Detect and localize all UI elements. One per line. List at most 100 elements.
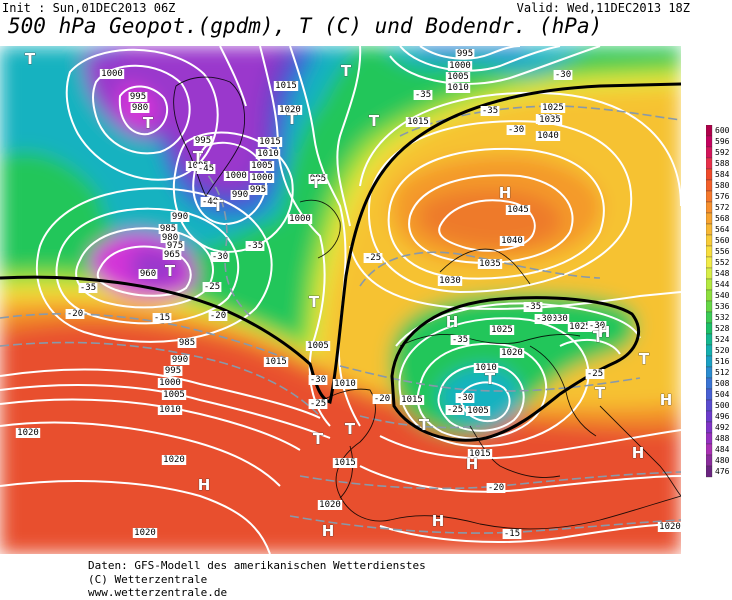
pressure-label-bg	[405, 117, 431, 127]
pressure-label-bg	[157, 405, 183, 415]
pressure-label: 1030	[439, 276, 461, 286]
temperature-label: -20	[67, 309, 83, 319]
color-scale-label: 520	[715, 346, 730, 355]
color-scale-label: 552	[715, 258, 730, 267]
pressure-label: 1005	[251, 161, 273, 171]
color-scale-swatch	[706, 234, 713, 247]
pressure-label: 1020	[659, 522, 681, 532]
color-scale-swatch	[706, 333, 713, 346]
color-scale-swatch	[706, 366, 713, 379]
footer-data-source: Daten: GFS-Modell des amerikanischen Wet…	[88, 559, 426, 572]
pressure-label-bg	[544, 314, 570, 324]
pressure-label-bg	[445, 72, 471, 82]
color-scale-label: 484	[715, 445, 730, 454]
temperature-label: -20	[210, 311, 226, 321]
color-scale-label: 528	[715, 324, 730, 333]
temperature-label-bg	[196, 164, 216, 174]
pressure-label: 1045	[507, 205, 529, 215]
pressure-label: 965	[164, 250, 180, 260]
pressure-label: 1015	[407, 117, 429, 127]
pressure-label-bg	[537, 115, 563, 125]
pressure-label-bg	[332, 379, 358, 389]
pressure-label: 995	[250, 185, 266, 195]
pressure-label: 1020	[17, 428, 39, 438]
color-scale-swatch	[706, 432, 713, 445]
pressure-label: 985	[179, 338, 195, 348]
low-pressure-marker: T	[193, 148, 204, 166]
high-pressure-marker: H	[432, 512, 445, 530]
color-scale-swatch	[706, 267, 713, 280]
color-scale-swatch	[706, 465, 713, 478]
color-scale-swatch	[706, 245, 713, 258]
temperature-label-bg	[413, 90, 433, 100]
pressure-label-bg	[467, 449, 493, 459]
color-scale-swatch	[706, 377, 713, 390]
pressure-label: 990	[172, 212, 188, 222]
pressure-label-bg	[465, 406, 491, 416]
color-scale-label: 500	[715, 401, 730, 410]
temperature-label-bg	[372, 394, 392, 404]
color-scale-swatch	[706, 311, 713, 324]
footer-credits: Daten: GFS-Modell des amerikanischen Wet…	[88, 559, 426, 600]
pressure-label: 1000	[289, 214, 311, 224]
color-scale-swatch	[706, 399, 713, 412]
low-pressure-marker: T	[595, 384, 606, 402]
pressure-label: 1015	[275, 81, 297, 91]
pressure-label-bg	[132, 528, 158, 538]
temperature-label: -35	[80, 283, 96, 293]
pressure-label-bg	[332, 458, 358, 468]
color-scale-label: 548	[715, 269, 730, 278]
color-scale-label: 596	[715, 137, 730, 146]
pressure-label: 1015	[265, 357, 287, 367]
pressure-label: 1010	[257, 149, 279, 159]
color-scale-swatch	[706, 146, 713, 159]
low-pressure-marker: T	[287, 110, 298, 128]
temperature-label: -15	[154, 313, 170, 323]
pressure-label: 1005	[163, 390, 185, 400]
pressure-label-bg	[249, 161, 275, 171]
pressure-label-bg	[317, 500, 343, 510]
pressure-label-bg	[273, 81, 299, 91]
pressure-label-bg	[489, 325, 515, 335]
color-scale-label: 492	[715, 423, 730, 432]
pressure-label-bg	[287, 214, 313, 224]
pressure-label: 990	[232, 190, 248, 200]
temperature-label-bg	[445, 405, 465, 415]
high-pressure-marker: H	[198, 476, 211, 494]
pressure-label-bg	[162, 250, 182, 260]
temperature-label: -30	[508, 125, 524, 135]
pressure-label-bg	[305, 341, 331, 351]
temperature-label: -35	[482, 106, 498, 116]
pressure-label: 1020	[279, 105, 301, 115]
temperature-label: -30	[589, 321, 605, 331]
temperature-label: -25	[587, 369, 603, 379]
temperature-label: -25	[365, 253, 381, 263]
temperature-label-bg	[65, 309, 85, 319]
color-scale-swatch	[706, 454, 713, 467]
temperature-label-bg	[486, 483, 506, 493]
color-scale-label: 476	[715, 467, 730, 476]
color-scale-swatch	[706, 278, 713, 291]
low-pressure-marker: T	[213, 197, 224, 215]
high-pressure-marker: H	[499, 184, 512, 202]
color-scale-label: 512	[715, 368, 730, 377]
temperature-label: -30	[457, 393, 473, 403]
map-title: 500 hPa Geopot.(gpdm), T (C) und Bodendr…	[8, 14, 603, 38]
pressure-label: 975	[167, 241, 183, 251]
color-scale-label: 556	[715, 247, 730, 256]
color-scale-label: 524	[715, 335, 730, 344]
pressure-label-bg	[277, 105, 303, 115]
color-scale-label: 532	[715, 313, 730, 322]
temperature-label: -25	[310, 399, 326, 409]
temperature-label: -35	[452, 335, 468, 345]
temperature-label-bg	[202, 282, 222, 292]
color-scale-swatch	[706, 355, 713, 368]
color-scale-swatch	[706, 322, 713, 335]
footer-website: www.wetterzentrale.de	[88, 586, 228, 599]
pressure-label: 1010	[159, 405, 181, 415]
temperature-label-bg	[534, 314, 554, 324]
pressure-label: 1030	[546, 314, 568, 324]
pressure-label: 1000	[251, 173, 273, 183]
temperature-label: -25	[447, 405, 463, 415]
